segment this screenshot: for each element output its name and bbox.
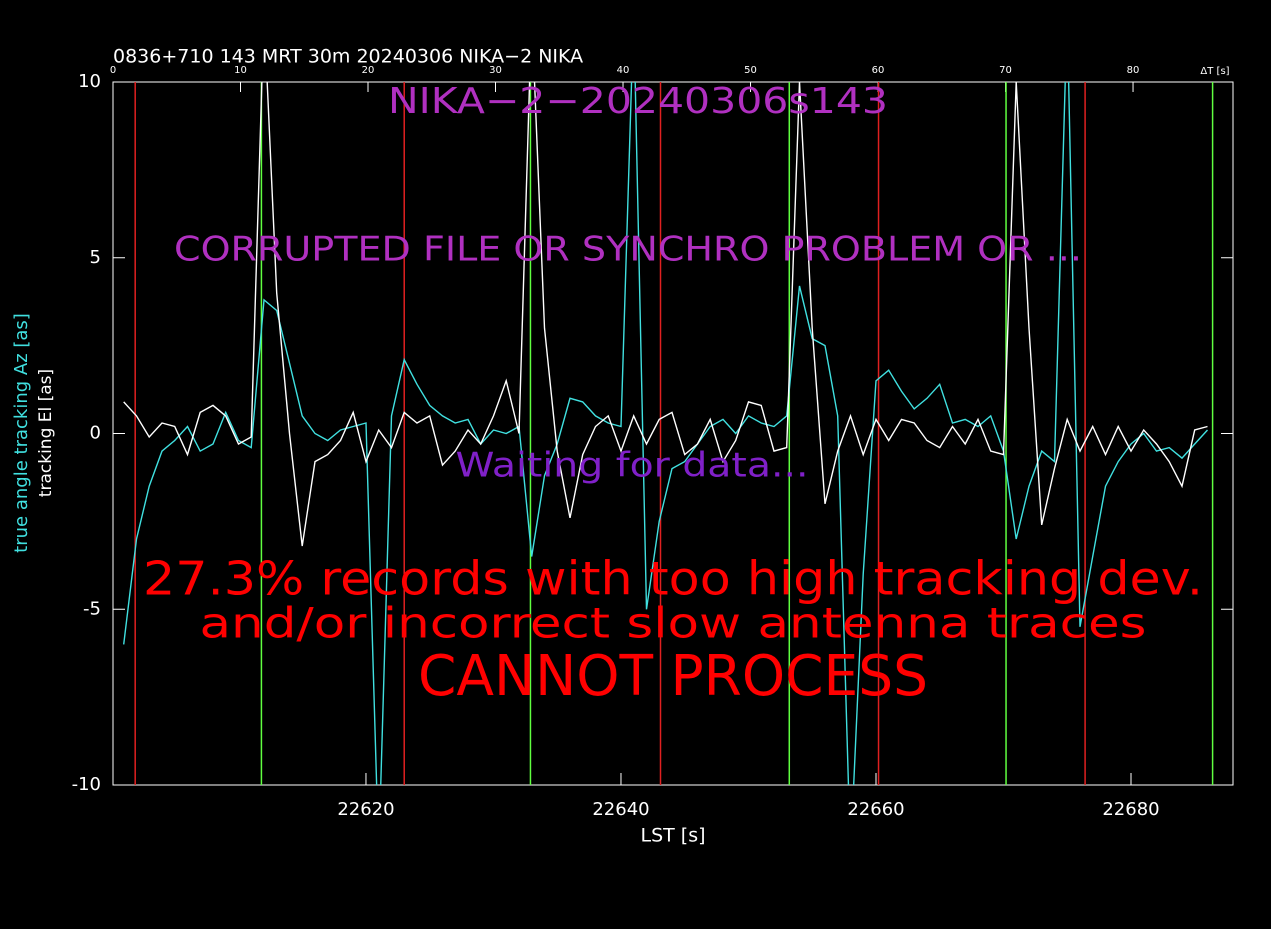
series-line — [123, 82, 1208, 547]
annotation: NIKA−2−20240306s143 — [388, 81, 888, 122]
x-tick-label: 22620 — [337, 799, 394, 820]
y-tick-label: -10 — [72, 774, 101, 795]
annotation: CANNOT PROCESS — [418, 644, 928, 709]
x-axis-label: LST [s] — [640, 825, 705, 847]
y-tick-label: 0 — [90, 423, 101, 444]
annotation: and/or incorrect slow antenna traces — [200, 599, 1147, 648]
x2-tick-label: 50 — [744, 65, 757, 76]
y-axis-label: true angle tracking Az [as] — [11, 313, 32, 553]
annotation: 27.3% records with too high tracking dev… — [143, 552, 1203, 606]
y-axis-label: tracking El [as] — [36, 369, 56, 497]
series-line — [123, 82, 1209, 785]
x-tick-label: 22640 — [592, 799, 649, 820]
y-tick-label: 10 — [78, 71, 101, 92]
x2-tick-label: 20 — [362, 65, 375, 76]
x2-tick-label: 70 — [999, 65, 1012, 76]
x-tick-label: 22680 — [1102, 799, 1159, 820]
x2-tick-label: 40 — [617, 65, 630, 76]
x2-tick-label: 30 — [489, 65, 502, 76]
y-tick-label: -5 — [83, 598, 101, 619]
x2-tick-label: 0 — [110, 65, 116, 76]
x-tick-label: 22660 — [847, 799, 904, 820]
x2-axis-label: ΔT [s] — [1200, 66, 1229, 77]
chart-title: 0836+710 143 MRT 30m 20240306 NIKA−2 NIK… — [113, 46, 583, 68]
annotation: Waiting for data... — [456, 446, 809, 486]
y-tick-label: 5 — [90, 247, 101, 268]
plot-area — [123, 82, 1214, 785]
annotation: CORRUPTED FILE OR SYNCHRO PROBLEM OR ... — [174, 230, 1082, 270]
x2-tick-label: 60 — [872, 65, 885, 76]
x2-tick-label: 10 — [234, 65, 247, 76]
x2-tick-label: 80 — [1127, 65, 1140, 76]
